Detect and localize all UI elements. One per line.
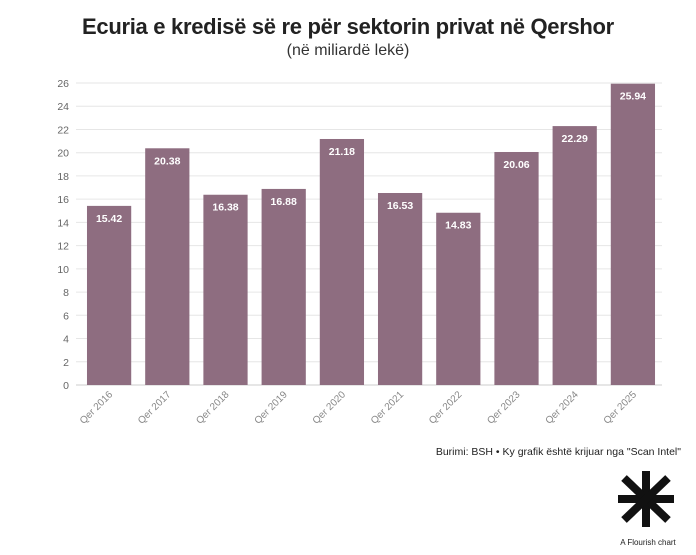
bar (203, 194, 248, 385)
source-note: Burimi: BSH • Ky grafik është krijuar ng… (435, 446, 681, 458)
x-tick-label: Qer 2019 (253, 389, 291, 427)
x-tick-label: Qer 2025 (602, 389, 640, 427)
bar (261, 188, 306, 385)
y-tick-label: 8 (63, 287, 69, 299)
x-tick-label: Qer 2022 (427, 389, 465, 427)
y-tick-label: 2 (63, 357, 69, 369)
x-tick-label: Qer 2016 (78, 389, 116, 427)
y-tick-label: 4 (63, 334, 69, 346)
y-tick-label: 0 (63, 380, 69, 392)
y-tick-label: 26 (57, 78, 69, 90)
bar-value-label: 20.06 (503, 159, 529, 171)
x-tick-label: Qer 2021 (369, 389, 407, 427)
flourish-credit-link[interactable]: A Flourish chart (620, 538, 676, 547)
bar-value-label: 14.83 (445, 220, 471, 232)
bar (610, 83, 656, 385)
y-tick-label: 12 (57, 241, 69, 253)
bar (494, 151, 539, 385)
bar (377, 192, 423, 385)
bar (86, 205, 132, 385)
x-tick-label: Qer 2017 (136, 389, 174, 427)
bar (436, 212, 481, 385)
bar-value-label: 22.29 (562, 133, 588, 145)
bar-value-label: 21.18 (329, 146, 355, 158)
bar-value-label: 16.53 (387, 200, 413, 212)
bar-value-label: 16.88 (271, 196, 297, 208)
x-tick-label: Qer 2020 (311, 389, 349, 427)
x-tick-label: Qer 2024 (544, 389, 582, 427)
y-tick-label: 18 (57, 171, 69, 183)
bar-value-label: 16.38 (212, 202, 238, 214)
y-tick-label: 14 (57, 217, 69, 229)
y-tick-label: 16 (57, 194, 69, 206)
bar (319, 138, 365, 385)
bar-value-label: 20.38 (154, 155, 180, 167)
bar (145, 148, 190, 385)
bar (552, 126, 597, 385)
y-tick-label: 10 (57, 264, 69, 276)
y-tick-label: 24 (57, 101, 69, 113)
chart-title: Ecuria e kredisë së re për sektorin priv… (82, 14, 614, 39)
bar-value-label: 15.42 (96, 213, 122, 225)
chart-subtitle: (në miliardë lekë) (286, 42, 410, 59)
x-tick-label: Qer 2023 (485, 389, 523, 427)
y-tick-label: 6 (63, 310, 69, 322)
x-tick-label: Qer 2018 (194, 389, 232, 427)
y-tick-label: 22 (57, 124, 69, 136)
bar-value-label: 25.94 (620, 91, 646, 103)
flourish-logo-icon[interactable] (612, 468, 680, 530)
y-tick-label: 20 (57, 148, 69, 160)
